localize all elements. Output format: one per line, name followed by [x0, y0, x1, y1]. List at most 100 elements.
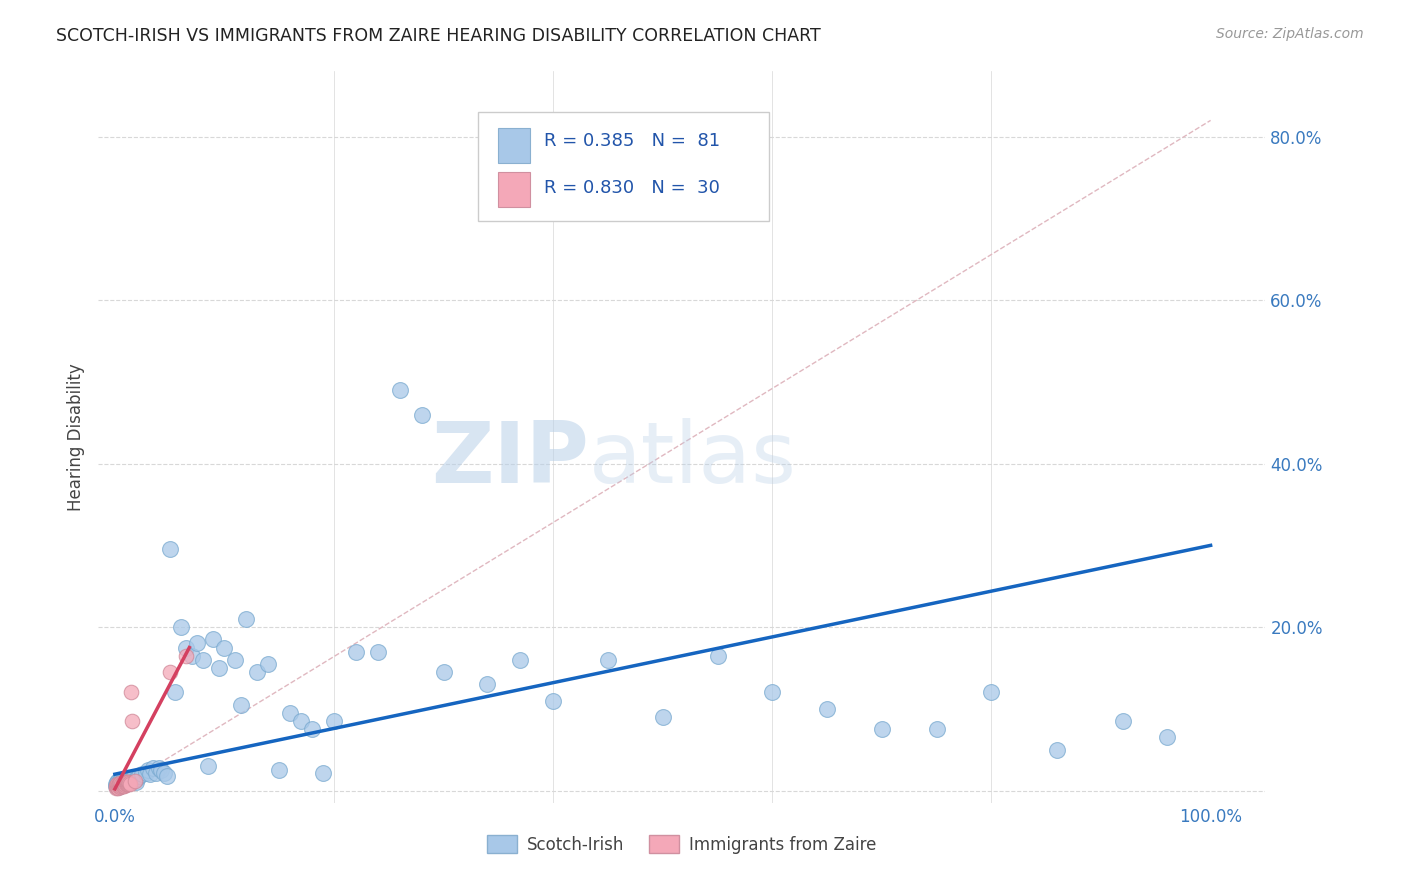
- Point: [110, 773, 132, 788]
- Point: [111, 772, 134, 787]
- Point: [432, 665, 454, 679]
- Point: [124, 772, 146, 787]
- Point: [145, 765, 167, 780]
- Point: [114, 778, 136, 792]
- Point: [120, 772, 142, 786]
- Point: [104, 777, 127, 791]
- Point: [174, 648, 197, 663]
- Point: [323, 714, 346, 728]
- Point: [115, 775, 138, 789]
- Point: [117, 775, 139, 789]
- Text: R = 0.830   N =  30: R = 0.830 N = 30: [544, 179, 720, 197]
- Point: [110, 774, 132, 789]
- Point: [114, 777, 136, 791]
- Point: [121, 773, 143, 788]
- Point: [108, 777, 131, 791]
- Point: [110, 780, 132, 794]
- Point: [118, 776, 141, 790]
- Point: [112, 777, 135, 791]
- Text: SCOTCH-IRISH VS IMMIGRANTS FROM ZAIRE HEARING DISABILITY CORRELATION CHART: SCOTCH-IRISH VS IMMIGRANTS FROM ZAIRE HE…: [56, 27, 821, 45]
- Point: [111, 778, 134, 792]
- Text: atlas: atlas: [589, 417, 797, 500]
- Point: [159, 665, 181, 679]
- Point: [148, 761, 170, 775]
- Point: [411, 408, 433, 422]
- Point: [108, 780, 131, 794]
- Point: [105, 779, 128, 793]
- Point: [197, 759, 219, 773]
- Point: [104, 779, 127, 793]
- Point: [107, 780, 129, 795]
- Point: [104, 780, 127, 794]
- Text: ZIP: ZIP: [430, 417, 589, 500]
- Point: [159, 542, 181, 557]
- Point: [112, 780, 135, 794]
- Point: [105, 775, 128, 789]
- Point: [257, 657, 280, 671]
- Point: [269, 763, 291, 777]
- Point: [169, 620, 191, 634]
- Point: [191, 653, 214, 667]
- Point: [120, 685, 142, 699]
- Point: [202, 632, 225, 647]
- Point: [107, 781, 129, 796]
- Point: [131, 767, 153, 781]
- Legend: Scotch-Irish, Immigrants from Zaire: Scotch-Irish, Immigrants from Zaire: [481, 829, 883, 860]
- Point: [596, 653, 619, 667]
- Point: [124, 773, 146, 788]
- Point: [235, 612, 257, 626]
- Point: [108, 775, 131, 789]
- Point: [312, 765, 335, 780]
- Point: [980, 685, 1002, 699]
- Point: [224, 653, 246, 667]
- Point: [344, 645, 367, 659]
- Point: [110, 780, 132, 794]
- Point: [124, 774, 146, 789]
- Point: [706, 648, 728, 663]
- Point: [180, 648, 202, 663]
- Point: [111, 779, 134, 793]
- Point: [114, 772, 136, 786]
- Point: [870, 723, 893, 737]
- Point: [186, 636, 208, 650]
- Point: [142, 761, 165, 775]
- Point: [1112, 714, 1135, 728]
- Point: [105, 777, 128, 791]
- Point: [136, 763, 159, 777]
- Point: [229, 698, 252, 712]
- Point: [1046, 742, 1069, 756]
- Point: [118, 772, 141, 787]
- Y-axis label: Hearing Disability: Hearing Disability: [66, 363, 84, 511]
- Point: [115, 773, 138, 788]
- Point: [104, 781, 127, 796]
- Point: [367, 645, 389, 659]
- Point: [107, 778, 129, 792]
- Point: [114, 775, 136, 789]
- Point: [149, 763, 172, 777]
- Point: [117, 777, 139, 791]
- Point: [115, 777, 138, 791]
- Point: [121, 714, 143, 728]
- Point: [114, 777, 136, 791]
- Point: [153, 765, 176, 780]
- Point: [122, 772, 145, 786]
- Point: [117, 775, 139, 789]
- Point: [477, 677, 499, 691]
- Text: Source: ZipAtlas.com: Source: ZipAtlas.com: [1216, 27, 1364, 41]
- Point: [174, 640, 197, 655]
- FancyBboxPatch shape: [478, 112, 769, 221]
- Point: [290, 714, 312, 728]
- Point: [815, 702, 838, 716]
- Point: [110, 776, 132, 790]
- Point: [125, 772, 148, 786]
- Point: [107, 773, 129, 788]
- Point: [111, 776, 134, 790]
- Point: [112, 773, 135, 788]
- Text: R = 0.385   N =  81: R = 0.385 N = 81: [544, 132, 720, 150]
- Point: [139, 767, 162, 781]
- Point: [925, 723, 948, 737]
- Point: [110, 780, 132, 795]
- Point: [388, 383, 411, 397]
- Point: [541, 693, 564, 707]
- Point: [278, 706, 301, 720]
